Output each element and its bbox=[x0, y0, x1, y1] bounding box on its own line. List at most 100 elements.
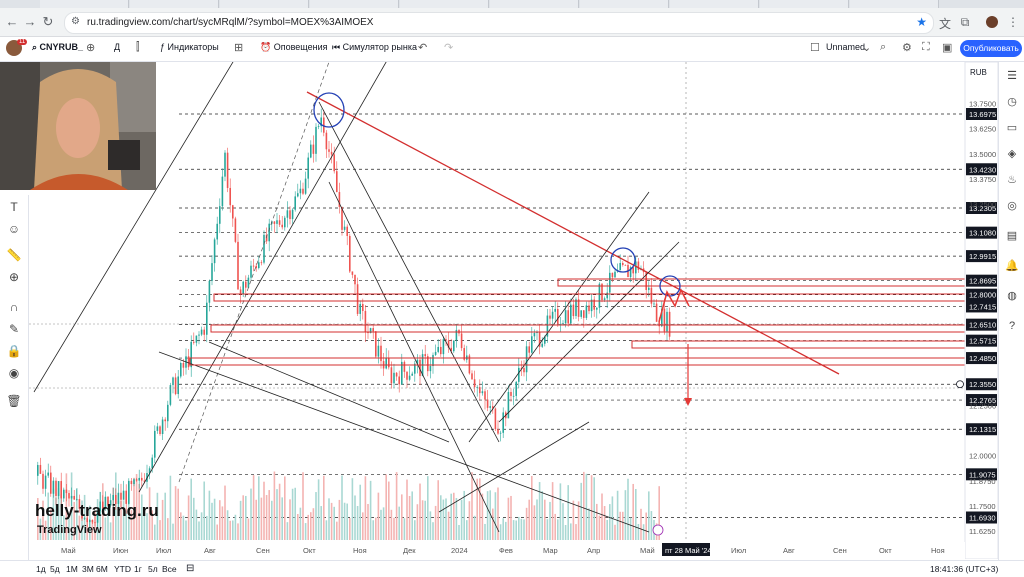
url-field[interactable]: ⚙ ru.tradingview.com/chart/sycMRqlM/?sym… bbox=[64, 12, 934, 34]
fullscreen-icon[interactable]: ⛶ bbox=[922, 41, 930, 53]
volume-bar bbox=[624, 490, 627, 540]
layout-name[interactable]: Unnamed bbox=[826, 42, 866, 52]
browser-tab[interactable] bbox=[220, 0, 309, 8]
volume-bar bbox=[226, 510, 229, 540]
eye-icon[interactable]: ◉ bbox=[8, 366, 20, 380]
candle bbox=[211, 263, 213, 281]
candle bbox=[512, 395, 515, 397]
volume-bar bbox=[346, 503, 348, 540]
help-icon[interactable]: ? bbox=[1008, 320, 1016, 332]
range-button-1г[interactable]: 1г bbox=[134, 564, 142, 574]
browser-tab[interactable] bbox=[580, 0, 669, 8]
volume-bar bbox=[297, 513, 299, 540]
browser-tab[interactable] bbox=[40, 0, 129, 8]
volume-bar bbox=[372, 520, 374, 540]
price-chart[interactable]: RUB 13.6975 13.4230 13.2305 13.1080 12.9915 12… bbox=[29, 62, 998, 559]
calendar-icon[interactable]: ⊟ bbox=[186, 563, 195, 574]
candle bbox=[276, 220, 278, 224]
tick-label: 11.6250 bbox=[969, 527, 996, 536]
star-icon[interactable]: ★ bbox=[916, 15, 927, 29]
candle bbox=[408, 375, 411, 380]
flame-icon[interactable]: ♨ bbox=[1007, 174, 1017, 186]
volume-bar bbox=[453, 492, 455, 540]
redo-icon[interactable]: ↷ bbox=[444, 42, 454, 54]
volume-bar bbox=[463, 490, 465, 540]
volume-bar bbox=[130, 510, 133, 540]
browser-tab[interactable] bbox=[670, 0, 759, 8]
volume-bar bbox=[642, 524, 645, 540]
trash-icon[interactable]: 🗑 bbox=[6, 394, 22, 408]
time-axis-bg bbox=[29, 542, 965, 559]
target-icon[interactable]: ◎ bbox=[1007, 200, 1017, 212]
volume-bar bbox=[330, 502, 333, 540]
browser-tab[interactable] bbox=[310, 0, 399, 8]
candle bbox=[356, 284, 359, 314]
indicators-button[interactable]: ƒ Индикаторы bbox=[160, 42, 219, 52]
zigzag-arrows bbox=[658, 288, 690, 323]
lock-icon[interactable]: 🔒 bbox=[6, 344, 22, 358]
back-icon[interactable]: ← bbox=[5, 14, 19, 29]
range-button-5д[interactable]: 5д bbox=[50, 564, 60, 574]
range-button-YTD[interactable]: YTD bbox=[114, 564, 131, 574]
range-button-5л[interactable]: 5л bbox=[148, 564, 158, 574]
gear-icon[interactable]: ⚙ bbox=[902, 42, 912, 54]
undo-icon[interactable]: ↶ bbox=[418, 42, 428, 54]
browser-tab[interactable] bbox=[130, 0, 219, 8]
plot-area bbox=[29, 62, 965, 559]
pencil-lock-icon[interactable]: ✎ bbox=[8, 322, 20, 336]
search-icon[interactable]: ⌕ bbox=[880, 41, 887, 53]
translate-icon[interactable]: 文 bbox=[938, 17, 951, 31]
broadcast-icon[interactable]: ◍ bbox=[1007, 290, 1017, 302]
candle bbox=[156, 426, 159, 431]
layers-icon[interactable]: ◈ bbox=[1007, 148, 1017, 160]
candle bbox=[68, 493, 70, 499]
volume-bar bbox=[128, 484, 130, 540]
browser-tab[interactable] bbox=[760, 0, 849, 8]
chart-type-icon[interactable]: ⫿ bbox=[136, 41, 140, 53]
camera-icon[interactable]: ▣ bbox=[942, 42, 953, 54]
lock-icon[interactable]: ⚙ bbox=[71, 16, 80, 27]
candle bbox=[193, 341, 195, 343]
publish-button[interactable]: Опубликовать bbox=[960, 40, 1022, 57]
zoom-icon[interactable]: ⊕ bbox=[8, 270, 20, 284]
watchlist-icon[interactable]: ☰ bbox=[1007, 70, 1017, 82]
magnet-icon[interactable]: ∩ bbox=[9, 300, 19, 314]
interval-button[interactable]: Д bbox=[114, 42, 121, 52]
range-button-1д[interactable]: 1д bbox=[36, 564, 46, 574]
bell-icon[interactable]: 🔔 bbox=[1005, 260, 1019, 272]
volume-bar bbox=[637, 524, 640, 540]
replay-button[interactable]: ⏮ Симулятор рынка bbox=[332, 42, 417, 53]
candle bbox=[302, 188, 304, 194]
volume-bar bbox=[398, 506, 400, 540]
compare-plus-icon[interactable]: ⊕ bbox=[86, 42, 96, 54]
candle bbox=[60, 481, 62, 499]
range-button-Все[interactable]: Все bbox=[162, 564, 177, 574]
extensions-icon[interactable]: ⧉ bbox=[960, 15, 970, 29]
templates-icon[interactable]: ⊞ bbox=[234, 42, 244, 54]
ruler-icon[interactable]: 📏 bbox=[6, 248, 22, 262]
level-label: 12.3550 bbox=[969, 380, 996, 389]
notes-icon[interactable]: ▤ bbox=[1006, 230, 1018, 242]
browser-tab[interactable] bbox=[850, 0, 939, 8]
chat-icon[interactable]: ▭ bbox=[1006, 122, 1018, 134]
chevron-down-icon[interactable]: ⌄ bbox=[862, 42, 872, 54]
range-button-3М[interactable]: 3М bbox=[82, 564, 94, 574]
forward-icon[interactable]: → bbox=[23, 14, 37, 29]
level-label: 12.8000 bbox=[969, 291, 996, 300]
clock-icon[interactable]: ◷ bbox=[1007, 96, 1017, 108]
emoji-icon[interactable]: ☺ bbox=[7, 222, 21, 236]
text-tool-icon[interactable]: T bbox=[10, 200, 18, 214]
symbol-search-button[interactable]: ⌕ CNYRUB_ bbox=[32, 42, 83, 53]
volume-bar bbox=[528, 499, 530, 540]
menu-icon[interactable]: ⋮ bbox=[1007, 15, 1019, 29]
candle bbox=[286, 210, 289, 218]
reload-icon[interactable]: ↻ bbox=[42, 14, 54, 29]
layout-checkbox-icon[interactable]: ☐ bbox=[810, 42, 820, 54]
browser-tab[interactable] bbox=[400, 0, 489, 8]
alerts-button[interactable]: ⏰ Оповещения bbox=[260, 42, 327, 53]
range-button-1М[interactable]: 1М bbox=[66, 564, 78, 574]
range-button-6М[interactable]: 6М bbox=[96, 564, 108, 574]
browser-tab[interactable] bbox=[490, 0, 579, 8]
profile-avatar[interactable] bbox=[986, 16, 998, 28]
volume-bar bbox=[505, 521, 507, 540]
